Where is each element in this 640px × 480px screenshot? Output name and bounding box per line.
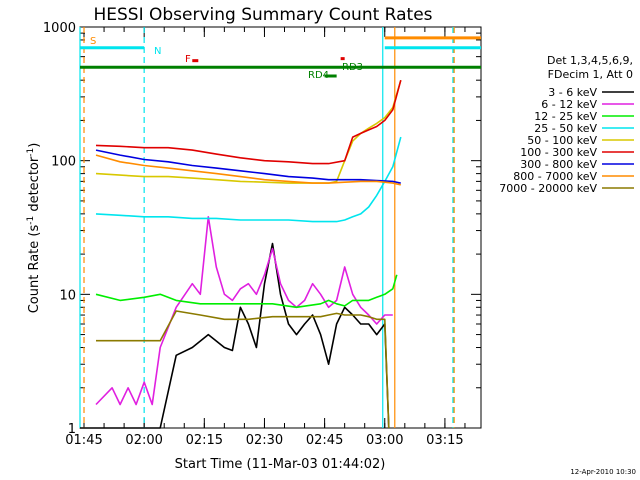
y-tick-label: 100: [51, 155, 76, 170]
x-tick-label: 02:30: [246, 433, 283, 448]
x-tick-label: 02:00: [125, 433, 162, 448]
annotation-rd3: RD3: [342, 62, 363, 73]
series-line-9: [96, 311, 389, 428]
x-tick-label: 03:00: [366, 433, 403, 448]
chart-title: HESSI Observing Summary Count Rates: [93, 5, 432, 25]
y-tick-label: 1: [68, 422, 76, 437]
y-axis-label: Count Rate (s-1 detector-1): [26, 143, 42, 314]
flag-bars: [80, 38, 481, 76]
series-line-5: [96, 80, 401, 183]
legend-header-1: Det 1,3,4,5,6,9,: [547, 54, 633, 67]
legend-header-2: FDecim 1, Att 0: [548, 68, 633, 81]
footer-date: 12-Apr-2010 10:30: [570, 468, 636, 476]
legend: Det 1,3,4,5,6,9, FDecim 1, Att 0 3 - 6 k…: [499, 54, 634, 195]
annotation-s: S: [90, 36, 96, 47]
series-line-6: [96, 80, 401, 163]
count-rate-chart: HESSI Observing Summary Count Rates 01:4…: [0, 0, 640, 480]
x-tick-label: 03:15: [426, 433, 463, 448]
x-tick-label: 02:45: [306, 433, 343, 448]
x-axis-label: Start Time (11-Mar-03 01:44:02): [175, 457, 386, 472]
legend-label: 7000 - 20000 keV: [499, 182, 597, 195]
plot-frame: [80, 27, 481, 428]
y-tick-label: 10: [59, 288, 76, 303]
axis-ticks: 01:45 02:00 02:15 02:30 02:45 03:00 03:1511010…: [43, 21, 481, 448]
series-line-1: [80, 244, 389, 429]
x-tick-label: 02:15: [186, 433, 223, 448]
annotation-n: N: [154, 46, 161, 57]
annotation-f: F: [185, 54, 191, 65]
series-layer: [80, 80, 401, 428]
annotation-rd4: RD4: [308, 70, 329, 81]
y-tick-label: 1000: [43, 21, 76, 36]
